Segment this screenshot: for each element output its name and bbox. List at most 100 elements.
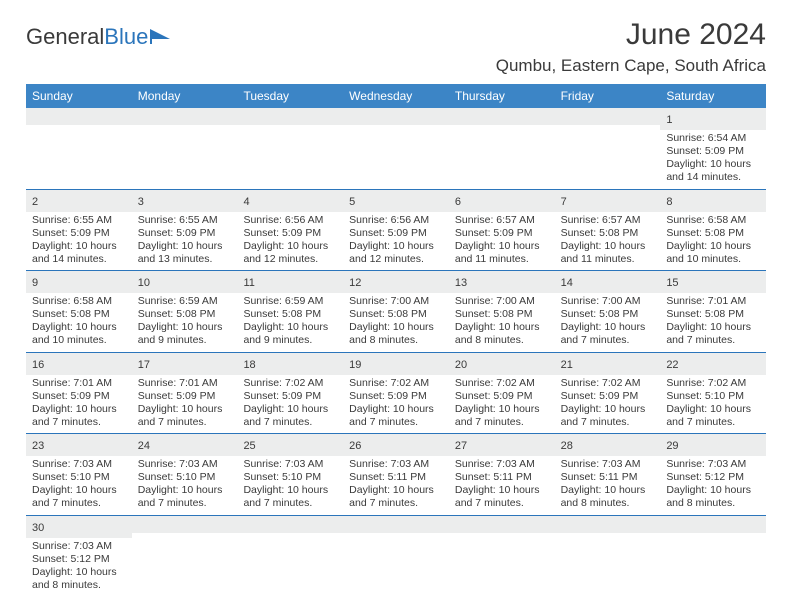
day-number-bar — [26, 108, 132, 125]
sunrise-text: Sunrise: 7:02 AM — [455, 377, 549, 390]
day-number: 11 — [243, 277, 254, 289]
sunset-text: Sunset: 5:10 PM — [243, 471, 337, 484]
day-details: Sunrise: 7:02 AMSunset: 5:09 PMDaylight:… — [555, 375, 661, 434]
day-details: Sunrise: 7:02 AMSunset: 5:09 PMDaylight:… — [343, 375, 449, 434]
calendar-day-cell: 26Sunrise: 7:03 AMSunset: 5:11 PMDayligh… — [343, 434, 449, 515]
weekday-header: Sunday — [26, 84, 132, 108]
day-number-bar: 20 — [449, 353, 555, 375]
sunset-text: Sunset: 5:11 PM — [561, 471, 655, 484]
calendar-day-cell: 25Sunrise: 7:03 AMSunset: 5:10 PMDayligh… — [237, 434, 343, 515]
sunset-text: Sunset: 5:09 PM — [138, 390, 232, 403]
day-number: 25 — [243, 440, 255, 452]
day-number-bar: 17 — [132, 353, 238, 375]
day-number-bar: 6 — [449, 190, 555, 212]
day-details: Sunrise: 6:57 AMSunset: 5:08 PMDaylight:… — [555, 212, 661, 271]
day-number: 28 — [561, 440, 573, 452]
sunrise-text: Sunrise: 7:02 AM — [349, 377, 443, 390]
sunset-text: Sunset: 5:10 PM — [666, 390, 760, 403]
day-details: Sunrise: 7:00 AMSunset: 5:08 PMDaylight:… — [449, 293, 555, 352]
day-details: Sunrise: 6:57 AMSunset: 5:09 PMDaylight:… — [449, 212, 555, 271]
day-number-bar — [555, 516, 661, 533]
day-number: 26 — [349, 440, 361, 452]
daylight-text: Daylight: 10 hours and 7 minutes. — [243, 403, 337, 429]
day-number: 19 — [349, 359, 361, 371]
calendar-day-cell: 23Sunrise: 7:03 AMSunset: 5:10 PMDayligh… — [26, 434, 132, 515]
daylight-text: Daylight: 10 hours and 7 minutes. — [138, 403, 232, 429]
sunrise-text: Sunrise: 7:03 AM — [666, 458, 760, 471]
day-details: Sunrise: 6:58 AMSunset: 5:08 PMDaylight:… — [26, 293, 132, 352]
day-number: 22 — [666, 359, 678, 371]
calendar-page: GeneralBlue June 2024 Qumbu, Eastern Cap… — [0, 0, 792, 614]
day-details: Sunrise: 7:03 AMSunset: 5:12 PMDaylight:… — [660, 456, 766, 515]
daylight-text: Daylight: 10 hours and 7 minutes. — [243, 484, 337, 510]
day-number-bar: 21 — [555, 353, 661, 375]
day-details: Sunrise: 7:02 AMSunset: 5:10 PMDaylight:… — [660, 375, 766, 434]
sunrise-text: Sunrise: 6:58 AM — [666, 214, 760, 227]
day-number-bar: 14 — [555, 271, 661, 293]
day-details: Sunrise: 6:59 AMSunset: 5:08 PMDaylight:… — [237, 293, 343, 352]
day-number-bar — [237, 108, 343, 125]
month-title: June 2024 — [496, 18, 766, 52]
day-number-bar — [343, 516, 449, 533]
day-number: 21 — [561, 359, 573, 371]
weekday-header-row: Sunday Monday Tuesday Wednesday Thursday… — [26, 84, 766, 108]
calendar-week-row: 16Sunrise: 7:01 AMSunset: 5:09 PMDayligh… — [26, 353, 766, 435]
daylight-text: Daylight: 10 hours and 7 minutes. — [349, 403, 443, 429]
sunset-text: Sunset: 5:09 PM — [243, 227, 337, 240]
day-number: 27 — [455, 440, 467, 452]
sunrise-text: Sunrise: 7:03 AM — [561, 458, 655, 471]
calendar-day-cell: 4Sunrise: 6:56 AMSunset: 5:09 PMDaylight… — [237, 190, 343, 271]
sunrise-text: Sunrise: 7:01 AM — [32, 377, 126, 390]
daylight-text: Daylight: 10 hours and 9 minutes. — [138, 321, 232, 347]
day-number: 15 — [666, 277, 678, 289]
calendar-day-cell: 14 Sunrise: 7:00 AMSunset: 5:08 PMDayligh… — [555, 271, 661, 352]
location-subtitle: Qumbu, Eastern Cape, South Africa — [496, 56, 766, 76]
daylight-text: Daylight: 10 hours and 8 minutes. — [455, 321, 549, 347]
logo-text-blue: Blue — [104, 24, 148, 50]
calendar-day-cell: 1Sunrise: 6:54 AMSunset: 5:09 PMDaylight… — [660, 108, 766, 189]
daylight-text: Daylight: 10 hours and 7 minutes. — [349, 484, 443, 510]
daylight-text: Daylight: 10 hours and 8 minutes. — [349, 321, 443, 347]
day-number-bar: 27 — [449, 434, 555, 456]
calendar-day-cell — [343, 108, 449, 189]
daylight-text: Daylight: 10 hours and 7 minutes. — [561, 321, 655, 347]
day-number-bar: 28 — [555, 434, 661, 456]
calendar-day-cell: 9Sunrise: 6:58 AMSunset: 5:08 PMDaylight… — [26, 271, 132, 352]
calendar-day-cell — [555, 108, 661, 189]
sunset-text: Sunset: 5:08 PM — [32, 308, 126, 321]
weekday-header: Monday — [132, 84, 238, 108]
day-number: 7 — [561, 196, 567, 208]
day-details: Sunrise: 7:03 AMSunset: 5:11 PMDaylight:… — [449, 456, 555, 515]
day-details: Sunrise: 7:01 AMSunset: 5:09 PMDaylight:… — [26, 375, 132, 434]
day-number-bar: 19 — [343, 353, 449, 375]
day-number-bar: 1 — [660, 108, 766, 130]
sunset-text: Sunset: 5:09 PM — [32, 227, 126, 240]
daylight-text: Daylight: 10 hours and 12 minutes. — [349, 240, 443, 266]
calendar-day-cell: 6 Sunrise: 6:57 AMSunset: 5:09 PMDaylight… — [449, 190, 555, 271]
daylight-text: Daylight: 10 hours and 10 minutes. — [666, 240, 760, 266]
day-details: Sunrise: 7:03 AMSunset: 5:10 PMDaylight:… — [26, 456, 132, 515]
daylight-text: Daylight: 10 hours and 7 minutes. — [32, 484, 126, 510]
day-number-bar: 18 — [237, 353, 343, 375]
calendar-day-cell: 12Sunrise: 7:00 AMSunset: 5:08 PMDayligh… — [343, 271, 449, 352]
title-block: June 2024 Qumbu, Eastern Cape, South Afr… — [496, 18, 766, 76]
sunrise-text: Sunrise: 7:02 AM — [561, 377, 655, 390]
day-details: Sunrise: 7:03 AMSunset: 5:10 PMDaylight:… — [132, 456, 238, 515]
sunset-text: Sunset: 5:09 PM — [349, 390, 443, 403]
sunset-text: Sunset: 5:09 PM — [666, 145, 760, 158]
daylight-text: Daylight: 10 hours and 7 minutes. — [138, 484, 232, 510]
day-number-bar: 24 — [132, 434, 238, 456]
sunrise-text: Sunrise: 6:59 AM — [138, 295, 232, 308]
sunrise-text: Sunrise: 6:54 AM — [666, 132, 760, 145]
day-number-bar: 11 — [237, 271, 343, 293]
sunrise-text: Sunrise: 6:57 AM — [561, 214, 655, 227]
sunset-text: Sunset: 5:08 PM — [561, 308, 655, 321]
day-number: 2 — [32, 196, 38, 208]
day-number-bar — [132, 108, 238, 125]
sunrise-text: Sunrise: 7:00 AM — [561, 295, 655, 308]
calendar-grid: Sunday Monday Tuesday Wednesday Thursday… — [26, 84, 766, 596]
day-number: 6 — [455, 196, 461, 208]
day-number-bar: 15 — [660, 271, 766, 293]
calendar-day-cell: 2Sunrise: 6:55 AMSunset: 5:09 PMDaylight… — [26, 190, 132, 271]
day-details: Sunrise: 6:55 AMSunset: 5:09 PMDaylight:… — [132, 212, 238, 271]
